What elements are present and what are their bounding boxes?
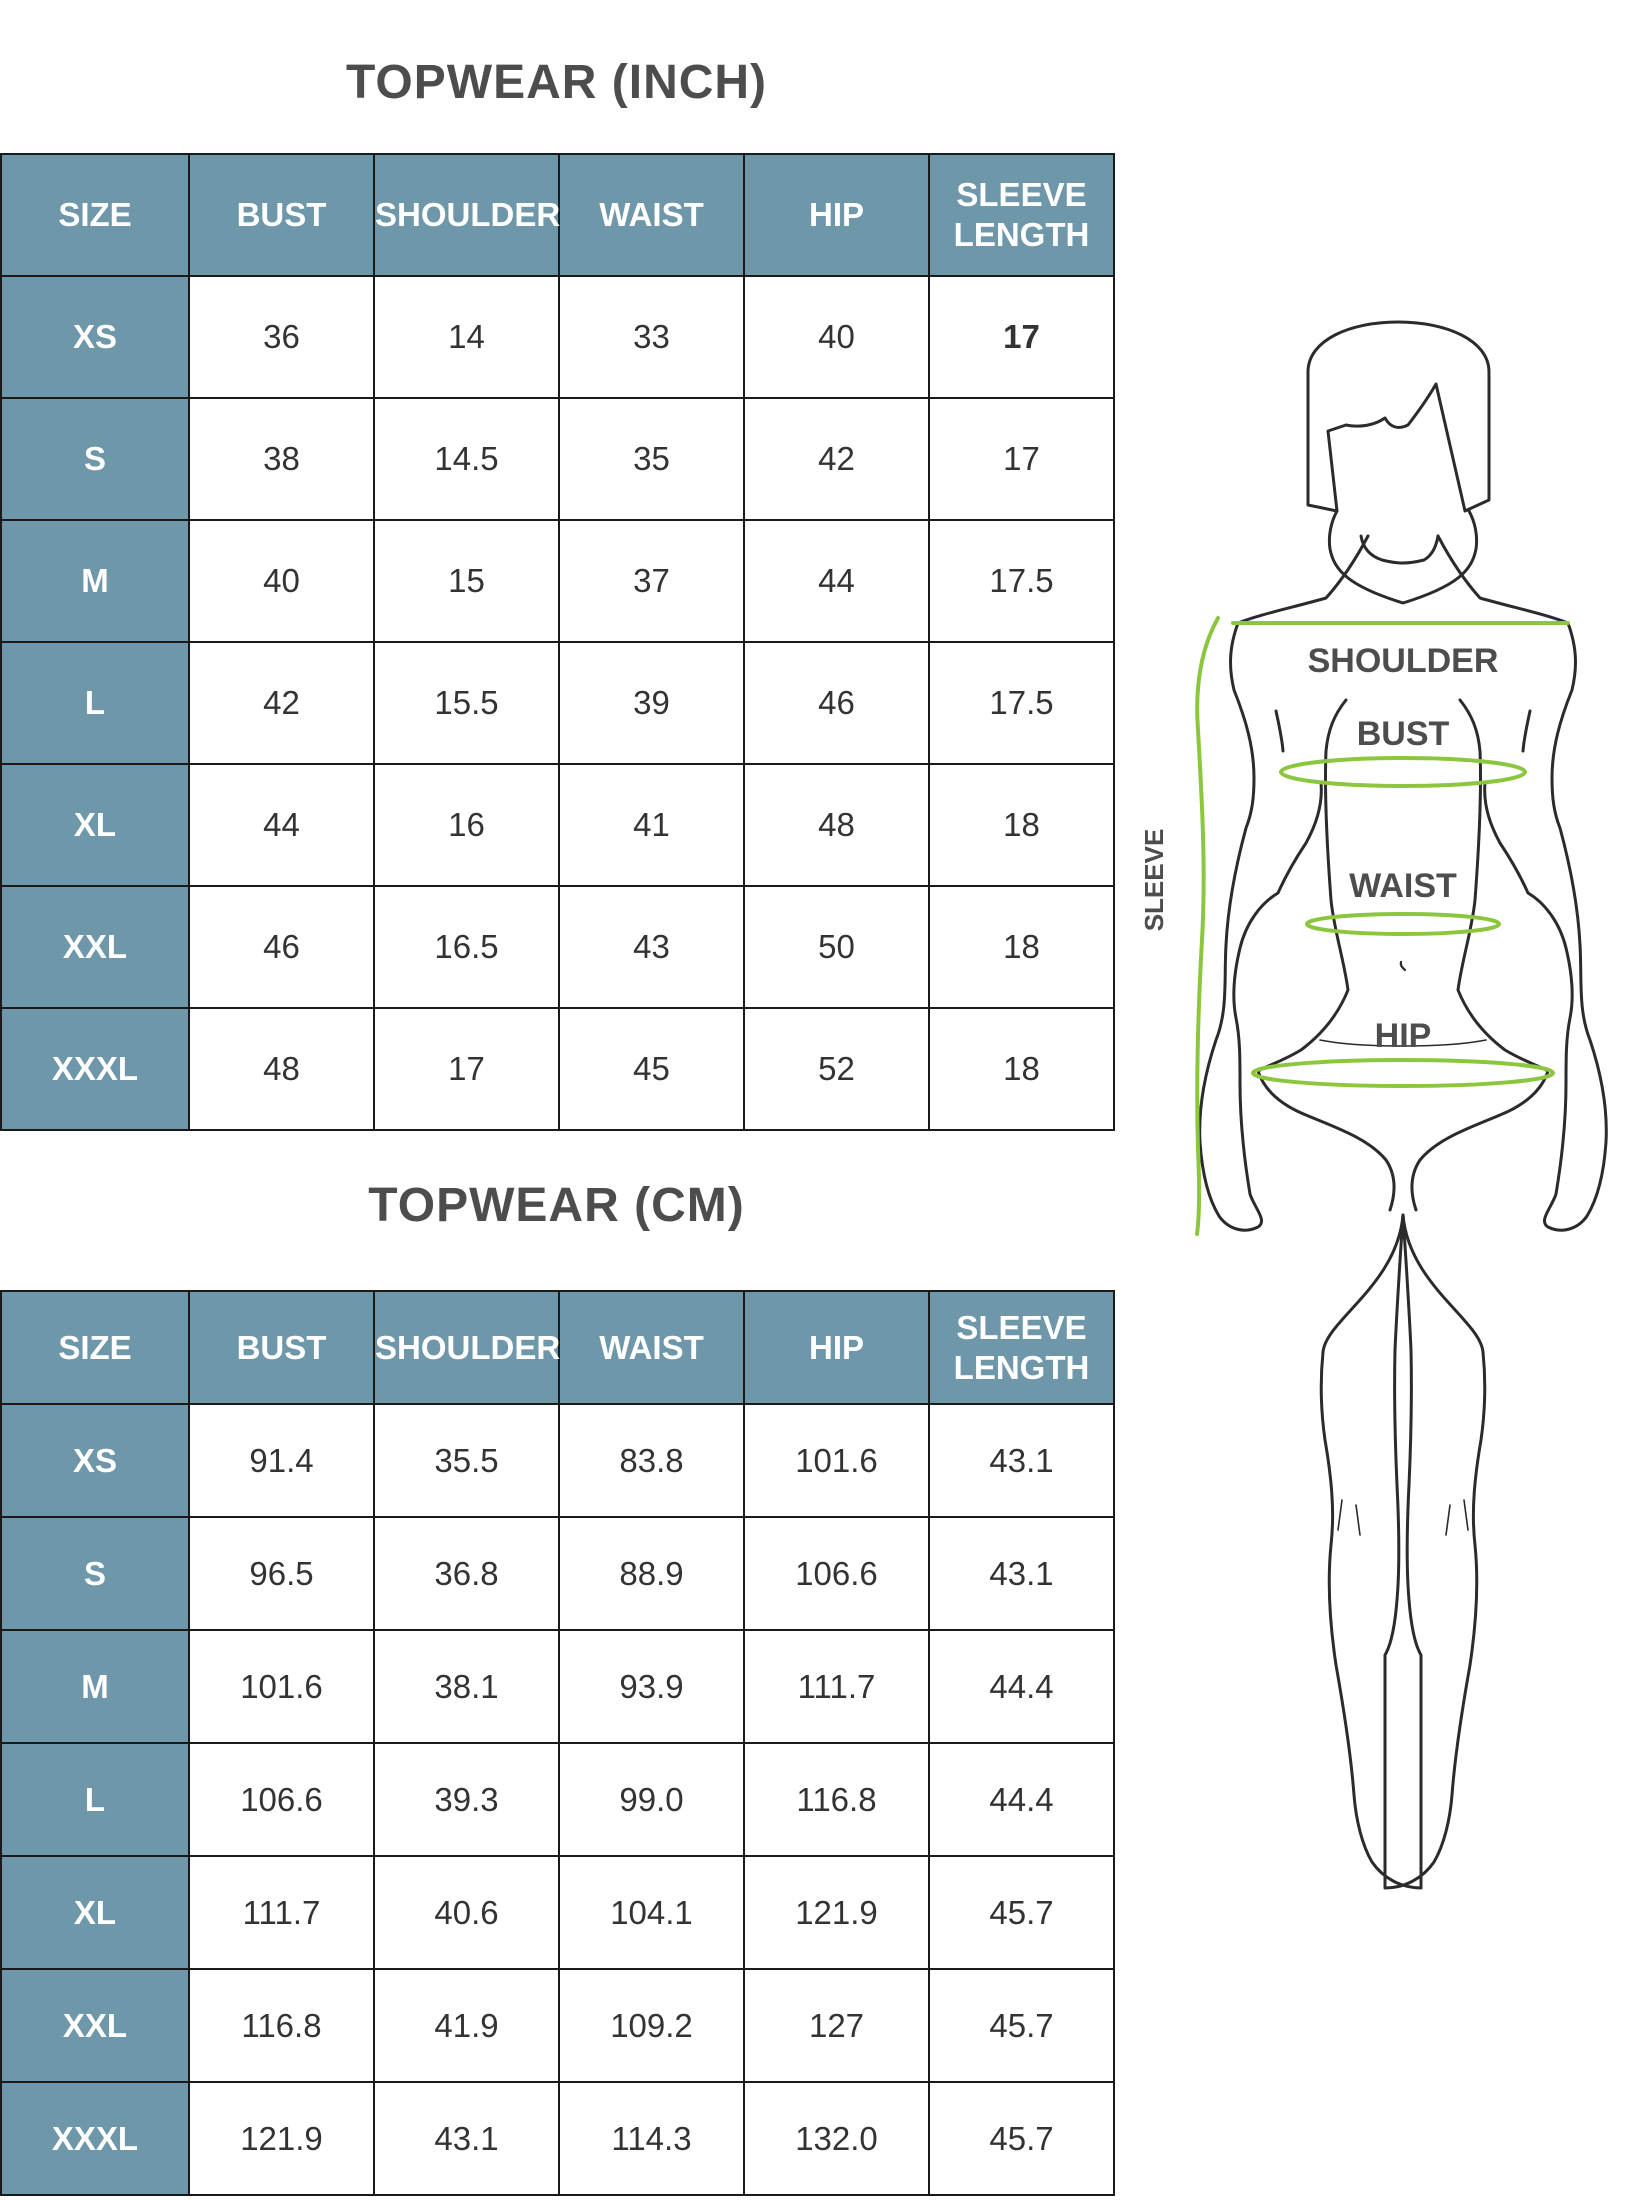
svg-text:SHOULDER: SHOULDER [1308,642,1499,680]
svg-text:WAIST: WAIST [1349,867,1457,905]
svg-text:SLEEVE: SLEEVE [1139,829,1169,932]
svg-text:BUST: BUST [1357,715,1450,753]
svg-text:HIP: HIP [1375,1017,1432,1055]
